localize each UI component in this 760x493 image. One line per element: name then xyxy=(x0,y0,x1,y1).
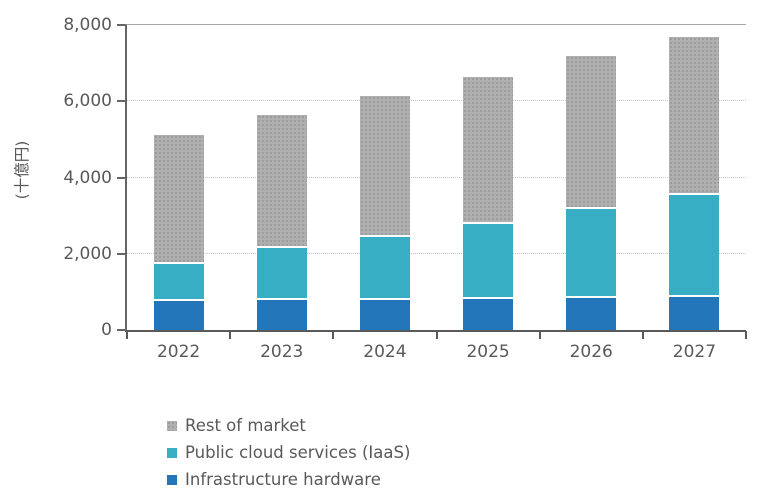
y-tick-label: 2,000 xyxy=(63,243,112,264)
y-axis-tick xyxy=(117,329,125,331)
bar-segment-infrastructure-hardware xyxy=(669,297,720,330)
bar-segment-infrastructure-hardware xyxy=(153,301,204,330)
legend-marker-rest-of-market xyxy=(167,420,177,431)
y-axis-tick xyxy=(117,24,125,26)
y-tick-label: 4,000 xyxy=(63,167,112,188)
x-tick-label-2025: 2025 xyxy=(466,342,510,362)
legend-marker-infrastructure-hardware xyxy=(167,474,177,485)
y-tick-label: 6,000 xyxy=(63,91,112,112)
bar-segment-public-cloud-services-iaas xyxy=(256,248,307,300)
bar-segment-rest-of-market xyxy=(153,135,204,265)
y-tick-label: 0 xyxy=(101,320,112,340)
y-axis-tick xyxy=(117,252,125,255)
legend-item-rest-of-market: Rest of market xyxy=(167,416,410,435)
legend-label-rest-of-market: Rest of market xyxy=(185,416,306,435)
x-axis-tick xyxy=(332,331,335,339)
bar-segment-rest-of-market xyxy=(359,96,410,238)
gridline-2,000 xyxy=(127,252,746,254)
legend-label-infrastructure-hardware: Infrastructure hardware xyxy=(185,470,381,489)
gridline-6,000 xyxy=(127,100,746,102)
x-tick-label-2023: 2023 xyxy=(260,342,304,362)
legend-item-public-cloud-services-iaas: Public cloud services (IaaS) xyxy=(167,443,410,462)
x-tick-label-2026: 2026 xyxy=(569,342,613,362)
bar-segment-public-cloud-services-iaas xyxy=(566,209,617,298)
x-axis-tick xyxy=(745,331,747,339)
x-tick-label-2027: 2027 xyxy=(672,342,717,362)
bar-segment-rest-of-market xyxy=(463,77,514,225)
x-axis-tick xyxy=(641,331,644,339)
bar-segment-public-cloud-services-iaas xyxy=(153,264,204,302)
y-axis-tick xyxy=(117,176,125,179)
gridline-4,000 xyxy=(127,176,746,178)
x-axis-tick xyxy=(126,331,128,339)
bar-segment-public-cloud-services-iaas xyxy=(669,195,720,298)
x-tick-label-2022: 2022 xyxy=(156,342,201,362)
bar-segment-infrastructure-hardware xyxy=(463,298,514,330)
bar-segment-infrastructure-hardware xyxy=(359,299,410,330)
bar-segment-infrastructure-hardware xyxy=(256,299,307,330)
x-axis-tick xyxy=(435,331,438,339)
x-axis-tick xyxy=(538,331,541,339)
bar-segment-public-cloud-services-iaas xyxy=(463,224,514,299)
y-tick-label: 8,000 xyxy=(63,15,112,35)
legend-label-public-cloud-services-iaas: Public cloud services (IaaS) xyxy=(185,443,411,462)
bar-segment-public-cloud-services-iaas xyxy=(359,237,410,300)
x-axis-tick xyxy=(229,331,232,339)
plot-area xyxy=(125,24,746,332)
legend: Rest of market Public cloud services (Iaa… xyxy=(167,416,410,493)
legend-marker-public-cloud-services-iaas xyxy=(167,447,177,458)
x-tick-label-2024: 2024 xyxy=(363,342,407,362)
y-axis-tick xyxy=(117,100,125,103)
bar-segment-infrastructure-hardware xyxy=(566,297,617,330)
bar-segment-rest-of-market xyxy=(566,56,617,210)
bar-segment-rest-of-market xyxy=(256,114,307,249)
legend-item-infrastructure-hardware: Infrastructure hardware xyxy=(167,470,410,489)
bar-segment-rest-of-market xyxy=(669,36,720,196)
